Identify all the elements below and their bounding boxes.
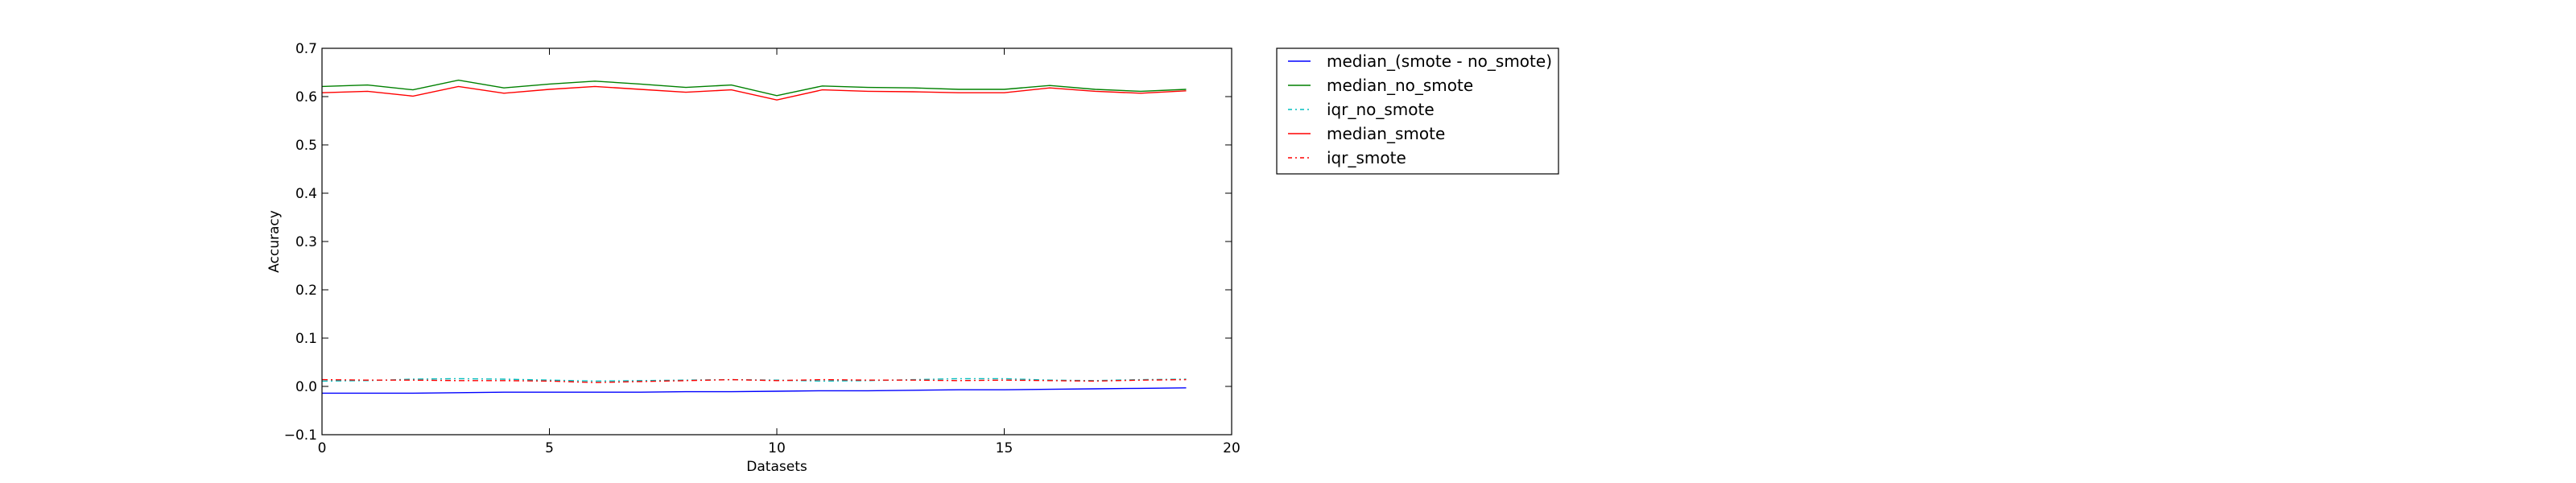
y-tick-label: 0.7 — [295, 41, 317, 57]
series-layer — [321, 79, 1187, 394]
x-tick-label: 5 — [545, 440, 554, 456]
y-tick-label: 0.4 — [295, 186, 317, 202]
x-tick-label: 15 — [996, 440, 1013, 456]
x-tick-label: 0 — [318, 440, 327, 456]
series-line-1 — [321, 79, 1187, 97]
y-tick-label: −0.1 — [284, 427, 317, 444]
legend-label-2: iqr_no_smote — [1327, 100, 1435, 119]
y-tick-label: 0.3 — [295, 234, 317, 250]
series-line-3 — [321, 85, 1187, 101]
x-tick-label: 20 — [1223, 440, 1241, 456]
legend-label-3: median_smote — [1327, 124, 1445, 143]
legend-label-0: median_(smote - no_smote) — [1327, 52, 1552, 71]
y-tick-label: 0.5 — [295, 138, 317, 154]
y-tick-label: 0.0 — [295, 379, 317, 395]
x-tick-label: 10 — [768, 440, 786, 456]
x-axis-label: Datasets — [746, 459, 807, 475]
legend-frame — [1276, 47, 1559, 175]
y-tick-label: 0.1 — [295, 331, 317, 347]
y-tick-label: 0.6 — [295, 89, 317, 105]
y-tick-label: 0.2 — [295, 283, 317, 299]
legend-label-1: median_no_smote — [1327, 76, 1473, 95]
series-line-0 — [322, 387, 1187, 394]
ticks-layer: 0 5 10 15 20 −0.1 0.0 0.1 0.2 0.3 0.4 0.5 0.6 0.7 — [284, 41, 1241, 456]
y-axis-label: Accuracy — [266, 210, 283, 273]
legend: median_(smote - no_smote) median_no_smote… — [1276, 47, 1559, 175]
legend-label-4: iqr_smote — [1327, 148, 1406, 167]
